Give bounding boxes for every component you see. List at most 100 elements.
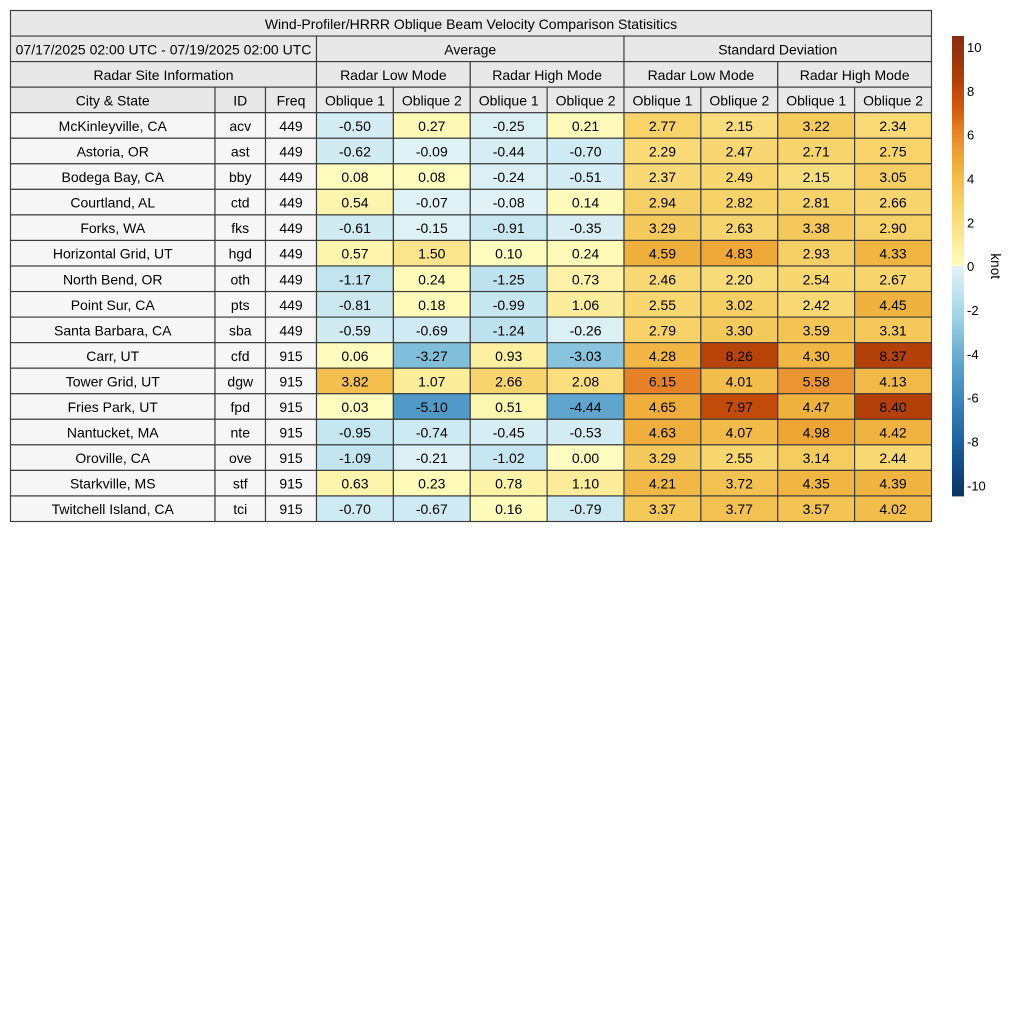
svg-text:3.22: 3.22 — [803, 118, 830, 134]
svg-text:2.67: 2.67 — [879, 271, 906, 287]
svg-text:4.21: 4.21 — [649, 476, 676, 492]
svg-text:8.40: 8.40 — [879, 399, 906, 415]
svg-text:1.07: 1.07 — [418, 373, 445, 389]
svg-text:Oblique 1: Oblique 1 — [786, 92, 846, 108]
svg-text:acv: acv — [229, 118, 251, 134]
svg-text:1.06: 1.06 — [572, 297, 599, 313]
svg-text:-1.25: -1.25 — [493, 271, 525, 287]
svg-text:915: 915 — [279, 425, 303, 441]
svg-text:449: 449 — [279, 271, 303, 287]
svg-text:449: 449 — [279, 297, 303, 313]
svg-text:1.50: 1.50 — [418, 246, 445, 262]
svg-text:Oblique 2: Oblique 2 — [402, 92, 462, 108]
svg-text:2.71: 2.71 — [803, 144, 830, 160]
svg-text:0.08: 0.08 — [341, 169, 368, 185]
svg-text:7.97: 7.97 — [726, 399, 753, 415]
svg-text:Astoria, OR: Astoria, OR — [77, 144, 149, 160]
svg-text:fks: fks — [231, 220, 249, 236]
svg-text:6.15: 6.15 — [649, 373, 676, 389]
svg-text:Starkville, MS: Starkville, MS — [70, 476, 156, 492]
svg-text:0.27: 0.27 — [418, 118, 445, 134]
svg-text:2.49: 2.49 — [726, 169, 753, 185]
svg-text:-3.27: -3.27 — [416, 348, 448, 364]
svg-text:915: 915 — [279, 373, 303, 389]
svg-text:Carr, UT: Carr, UT — [86, 348, 139, 364]
svg-text:2.81: 2.81 — [803, 195, 830, 211]
svg-text:2.15: 2.15 — [726, 118, 753, 134]
svg-text:4.65: 4.65 — [649, 399, 676, 415]
svg-text:0.24: 0.24 — [418, 271, 445, 287]
svg-text:1.10: 1.10 — [572, 476, 599, 492]
svg-text:0.00: 0.00 — [572, 450, 599, 466]
svg-text:2.37: 2.37 — [649, 169, 676, 185]
svg-text:2.66: 2.66 — [495, 373, 522, 389]
svg-text:4.30: 4.30 — [803, 348, 830, 364]
svg-text:-0.99: -0.99 — [493, 297, 525, 313]
svg-text:4: 4 — [967, 172, 974, 187]
svg-text:City & State: City & State — [76, 92, 150, 108]
svg-text:2.08: 2.08 — [572, 373, 599, 389]
svg-text:2.44: 2.44 — [879, 450, 906, 466]
svg-text:-1.17: -1.17 — [339, 271, 371, 287]
svg-text:-0.91: -0.91 — [493, 220, 525, 236]
svg-text:ctd: ctd — [231, 195, 250, 211]
svg-text:2.79: 2.79 — [649, 322, 676, 338]
svg-text:-0.50: -0.50 — [339, 118, 371, 134]
svg-text:3.29: 3.29 — [649, 450, 676, 466]
svg-text:-0.70: -0.70 — [570, 144, 602, 160]
svg-text:3.82: 3.82 — [341, 373, 368, 389]
svg-text:-4.44: -4.44 — [570, 399, 602, 415]
svg-text:Bodega Bay, CA: Bodega Bay, CA — [62, 169, 165, 185]
svg-text:0.18: 0.18 — [418, 297, 445, 313]
svg-text:-0.09: -0.09 — [416, 144, 448, 160]
svg-text:ID: ID — [233, 92, 247, 108]
svg-text:Standard Deviation: Standard Deviation — [718, 41, 837, 57]
svg-text:3.30: 3.30 — [726, 322, 753, 338]
svg-text:2.55: 2.55 — [726, 450, 753, 466]
svg-text:Oblique 2: Oblique 2 — [863, 92, 923, 108]
svg-text:5.58: 5.58 — [803, 373, 830, 389]
svg-text:Oblique 2: Oblique 2 — [709, 92, 769, 108]
svg-text:3.29: 3.29 — [649, 220, 676, 236]
svg-text:ove: ove — [229, 450, 252, 466]
svg-text:-0.21: -0.21 — [416, 450, 448, 466]
svg-text:449: 449 — [279, 144, 303, 160]
svg-text:4.45: 4.45 — [879, 297, 906, 313]
svg-text:-0.08: -0.08 — [493, 195, 525, 211]
svg-text:Average: Average — [444, 41, 496, 57]
svg-text:3.77: 3.77 — [726, 501, 753, 517]
svg-text:3.57: 3.57 — [803, 501, 830, 517]
svg-text:2.54: 2.54 — [803, 271, 830, 287]
svg-text:-0.53: -0.53 — [570, 425, 602, 441]
svg-text:4.28: 4.28 — [649, 348, 676, 364]
svg-text:10: 10 — [967, 40, 981, 55]
svg-text:Oblique 1: Oblique 1 — [479, 92, 539, 108]
svg-text:915: 915 — [279, 476, 303, 492]
svg-text:-0.59: -0.59 — [339, 322, 371, 338]
svg-text:4.59: 4.59 — [649, 246, 676, 262]
svg-text:0.93: 0.93 — [495, 348, 522, 364]
svg-text:0: 0 — [967, 259, 974, 274]
svg-text:2.55: 2.55 — [649, 297, 676, 313]
svg-text:0.57: 0.57 — [341, 246, 368, 262]
svg-text:Radar Site Information: Radar Site Information — [93, 67, 233, 83]
svg-text:-8: -8 — [967, 435, 979, 450]
svg-text:-0.25: -0.25 — [493, 118, 525, 134]
svg-text:2.20: 2.20 — [726, 271, 753, 287]
svg-text:-0.61: -0.61 — [339, 220, 371, 236]
svg-text:4.02: 4.02 — [879, 501, 906, 517]
svg-text:4.13: 4.13 — [879, 373, 906, 389]
svg-text:0.08: 0.08 — [418, 169, 445, 185]
svg-text:8.37: 8.37 — [879, 348, 906, 364]
svg-text:-5.10: -5.10 — [416, 399, 448, 415]
svg-text:-0.07: -0.07 — [416, 195, 448, 211]
svg-text:knot: knot — [988, 253, 1003, 279]
svg-text:-0.35: -0.35 — [570, 220, 602, 236]
svg-text:3.14: 3.14 — [803, 450, 830, 466]
svg-text:-1.09: -1.09 — [339, 450, 371, 466]
svg-text:2.34: 2.34 — [879, 118, 906, 134]
svg-text:Twitchell Island, CA: Twitchell Island, CA — [52, 501, 175, 517]
svg-text:nte: nte — [231, 425, 251, 441]
svg-text:-0.62: -0.62 — [339, 144, 371, 160]
svg-text:-0.44: -0.44 — [493, 144, 525, 160]
